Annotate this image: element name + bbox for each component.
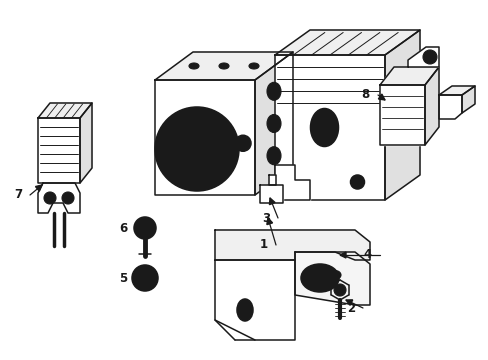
Circle shape	[134, 217, 156, 239]
Circle shape	[62, 192, 74, 204]
Circle shape	[137, 270, 153, 286]
Ellipse shape	[219, 63, 228, 69]
Polygon shape	[266, 218, 272, 225]
Polygon shape	[155, 52, 292, 80]
Circle shape	[44, 192, 56, 204]
Circle shape	[350, 175, 364, 189]
Circle shape	[169, 121, 224, 177]
Circle shape	[141, 274, 149, 282]
Ellipse shape	[310, 108, 338, 147]
Circle shape	[235, 135, 250, 151]
Polygon shape	[254, 52, 292, 195]
Polygon shape	[438, 95, 461, 119]
Polygon shape	[407, 47, 438, 67]
Polygon shape	[260, 185, 283, 203]
Polygon shape	[274, 55, 384, 200]
Polygon shape	[461, 86, 474, 113]
Circle shape	[422, 50, 436, 64]
Polygon shape	[215, 260, 294, 340]
Ellipse shape	[266, 82, 281, 100]
Polygon shape	[294, 252, 369, 305]
Circle shape	[333, 284, 346, 296]
Polygon shape	[378, 94, 384, 100]
Polygon shape	[424, 67, 438, 145]
Polygon shape	[38, 183, 80, 213]
Ellipse shape	[237, 299, 252, 321]
Text: 2: 2	[346, 302, 354, 315]
Text: 4: 4	[363, 248, 371, 261]
Polygon shape	[80, 103, 92, 183]
Polygon shape	[379, 67, 438, 85]
Polygon shape	[339, 252, 346, 258]
Ellipse shape	[328, 270, 340, 279]
Text: 5: 5	[119, 271, 127, 284]
Polygon shape	[346, 300, 352, 305]
Polygon shape	[274, 30, 419, 55]
Ellipse shape	[248, 63, 259, 69]
Polygon shape	[155, 80, 254, 195]
Polygon shape	[384, 30, 419, 200]
Circle shape	[155, 107, 239, 191]
Polygon shape	[268, 175, 275, 185]
Text: 3: 3	[262, 211, 269, 225]
Text: 8: 8	[361, 89, 369, 102]
Circle shape	[184, 137, 208, 161]
Text: 7: 7	[14, 189, 22, 202]
Polygon shape	[274, 165, 309, 200]
Polygon shape	[269, 198, 274, 205]
Text: 1: 1	[259, 238, 267, 252]
Circle shape	[132, 265, 158, 291]
Polygon shape	[38, 103, 92, 118]
Polygon shape	[438, 86, 474, 95]
Ellipse shape	[266, 114, 281, 132]
Ellipse shape	[266, 147, 281, 165]
Ellipse shape	[301, 264, 338, 292]
Circle shape	[192, 144, 202, 154]
Text: 6: 6	[119, 221, 127, 234]
Ellipse shape	[308, 270, 330, 286]
Polygon shape	[215, 230, 369, 260]
Polygon shape	[137, 225, 142, 231]
Polygon shape	[36, 185, 42, 191]
Circle shape	[140, 223, 150, 233]
Ellipse shape	[189, 63, 199, 69]
Polygon shape	[38, 118, 80, 183]
Polygon shape	[137, 275, 142, 281]
Polygon shape	[379, 85, 424, 145]
